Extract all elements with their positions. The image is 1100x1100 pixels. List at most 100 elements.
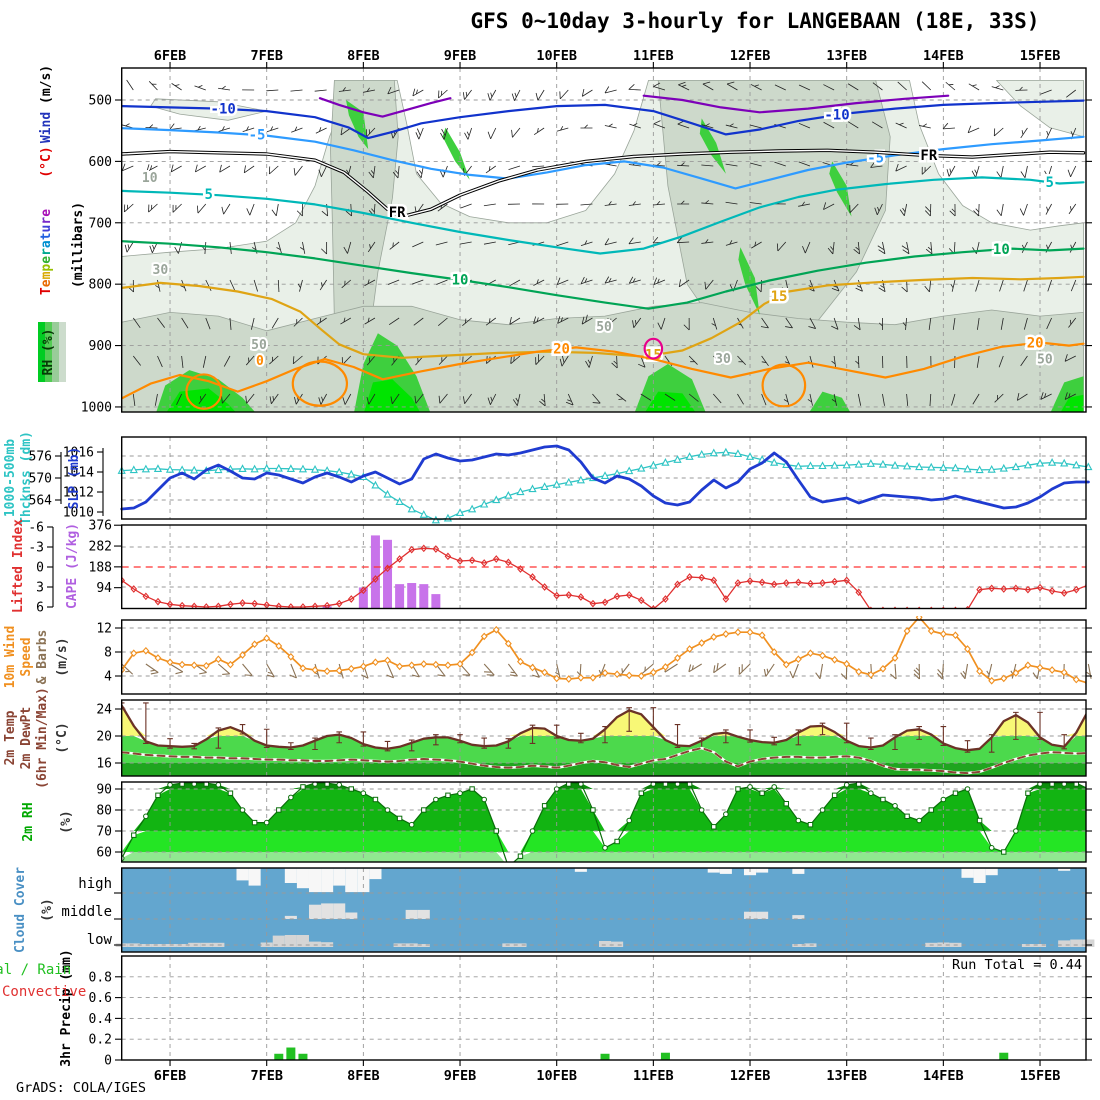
svg-text:6FEB: 6FEB: [154, 1068, 187, 1084]
svg-text:2m Temp: 2m Temp: [3, 710, 18, 765]
svg-text:14FEB: 14FEB: [923, 48, 964, 64]
svg-text:11FEB: 11FEB: [633, 48, 674, 64]
panel-cloud-cover: high middle low Cloud Cover (%): [13, 867, 1095, 953]
svg-text:RH (%): RH (%): [41, 329, 56, 376]
svg-text:564: 564: [29, 494, 53, 509]
svg-text:CAPE (J/kg): CAPE (J/kg): [65, 523, 80, 609]
svg-text:Thcknss (dm): Thcknss (dm): [19, 431, 34, 525]
svg-text:10: 10: [452, 272, 469, 288]
svg-text:4: 4: [104, 670, 112, 685]
svg-text:(°C): (°C): [39, 146, 54, 177]
svg-text:7FEB: 7FEB: [250, 48, 283, 64]
svg-text:(%): (%): [40, 898, 55, 921]
svg-text:9FEB: 9FEB: [444, 48, 477, 64]
chart-title: GFS 0~10day 3-hourly for LANGEBAAN (18E,…: [470, 9, 1040, 33]
svg-text:2m RH: 2m RH: [21, 802, 36, 841]
svg-text:-10: -10: [211, 101, 236, 117]
svg-text:90: 90: [96, 783, 112, 798]
svg-text:94: 94: [96, 581, 112, 596]
svg-text:1012: 1012: [63, 486, 94, 501]
svg-text:1010: 1010: [63, 506, 94, 521]
svg-text:80: 80: [96, 804, 112, 819]
svg-text:13FEB: 13FEB: [826, 1068, 867, 1084]
svg-text:1016: 1016: [63, 446, 94, 461]
svg-text:Wind (m/s): Wind (m/s): [39, 65, 54, 143]
panel-cape-li: -6 -3 0 3 6 94 188 282 376 Lifted Index CAPE (J/kg…: [11, 519, 1087, 616]
svg-text:1000: 1000: [81, 400, 112, 415]
svg-text:570: 570: [29, 472, 52, 487]
svg-text:3: 3: [36, 581, 44, 596]
svg-text:middle: middle: [61, 904, 112, 920]
svg-text:20: 20: [553, 342, 570, 358]
svg-text:70: 70: [96, 825, 112, 840]
svg-text:10FEB: 10FEB: [536, 48, 577, 64]
svg-text:(millibars): (millibars): [71, 202, 86, 288]
svg-text:12FEB: 12FEB: [730, 48, 771, 64]
svg-text:7FEB: 7FEB: [250, 1068, 283, 1084]
run-total-label: Run Total = 0.44: [951, 957, 1082, 973]
svg-text:15FEB: 15FEB: [1020, 1068, 1061, 1084]
svg-text:15: 15: [771, 289, 788, 305]
svg-text:(6hr Min/Max): (6hr Min/Max): [35, 687, 50, 789]
panel-slp-thickness: 1010 1012 1014 1016 564 570 576 1000-500mb Thckn…: [3, 431, 1093, 525]
svg-text:Convective: Convective: [2, 984, 86, 1000]
svg-text:700: 700: [89, 216, 112, 231]
svg-text:0.8: 0.8: [89, 970, 112, 985]
svg-text:(%): (%): [59, 810, 74, 833]
svg-text:20: 20: [96, 730, 112, 745]
svg-text:Cloud Cover: Cloud Cover: [13, 867, 28, 953]
svg-text:-3: -3: [28, 540, 44, 555]
svg-text:Temperature: Temperature: [39, 209, 54, 295]
svg-text:188: 188: [89, 560, 112, 575]
svg-text:16: 16: [96, 757, 112, 772]
svg-text:30: 30: [715, 352, 731, 367]
svg-text:50: 50: [596, 320, 612, 335]
svg-text:282: 282: [89, 540, 112, 555]
svg-text:14FEB: 14FEB: [923, 1068, 964, 1084]
svg-text:0.2: 0.2: [89, 1033, 112, 1048]
svg-text:0.4: 0.4: [89, 1012, 113, 1027]
panel-2m-rh: 60 70 80 90 2m RH (%): [21, 781, 1092, 863]
svg-text:30: 30: [153, 263, 169, 278]
svg-text:-10: -10: [824, 107, 849, 123]
svg-text:0: 0: [104, 1054, 112, 1069]
svg-text:10: 10: [993, 242, 1010, 258]
svg-text:& Barbs: & Barbs: [35, 630, 50, 685]
svg-text:600: 600: [89, 155, 112, 170]
svg-text:FR: FR: [920, 148, 937, 164]
svg-text:low: low: [87, 932, 113, 948]
svg-text:376: 376: [89, 519, 112, 534]
svg-text:8FEB: 8FEB: [347, 1068, 380, 1084]
svg-text:576: 576: [29, 450, 52, 465]
svg-text:SLP (mb): SLP (mb): [67, 447, 82, 510]
svg-text:6: 6: [36, 601, 44, 616]
svg-text:0: 0: [36, 561, 44, 576]
svg-text:Speed: Speed: [19, 637, 34, 676]
panel-precip: 0 0.2 0.4 0.6 0.8 3hr Precip (mm)Total / Rain…: [0, 949, 1092, 1084]
svg-text:15FEB: 15FEB: [1020, 48, 1061, 64]
svg-text:50: 50: [1037, 353, 1053, 368]
svg-text:11FEB: 11FEB: [633, 1068, 674, 1084]
svg-text:9FEB: 9FEB: [444, 1068, 477, 1084]
svg-text:Lifted Index: Lifted Index: [11, 519, 26, 613]
svg-text:-6: -6: [28, 520, 44, 535]
svg-text:0: 0: [256, 354, 264, 369]
svg-text:10: 10: [142, 171, 158, 186]
svg-text:500: 500: [89, 94, 112, 109]
grads-credit: GrADS: COLA/IGES: [16, 1080, 147, 1096]
svg-text:20: 20: [1027, 336, 1044, 352]
svg-text:6FEB: 6FEB: [154, 48, 187, 64]
svg-text:24: 24: [96, 703, 112, 718]
svg-text:60: 60: [96, 846, 112, 861]
svg-text:(°C): (°C): [55, 722, 70, 753]
svg-text:Total / Rain: Total / Rain: [0, 962, 71, 978]
svg-text:12FEB: 12FEB: [730, 1068, 771, 1084]
svg-text:8FEB: 8FEB: [347, 48, 380, 64]
svg-text:(m/s): (m/s): [55, 637, 70, 676]
svg-text:10m Wind: 10m Wind: [3, 626, 18, 689]
panel-2m-temp: 16 20 24 2m Temp 2m DewPt (6hr Min/Max) (°C): [3, 687, 1092, 789]
svg-text:900: 900: [89, 339, 112, 354]
